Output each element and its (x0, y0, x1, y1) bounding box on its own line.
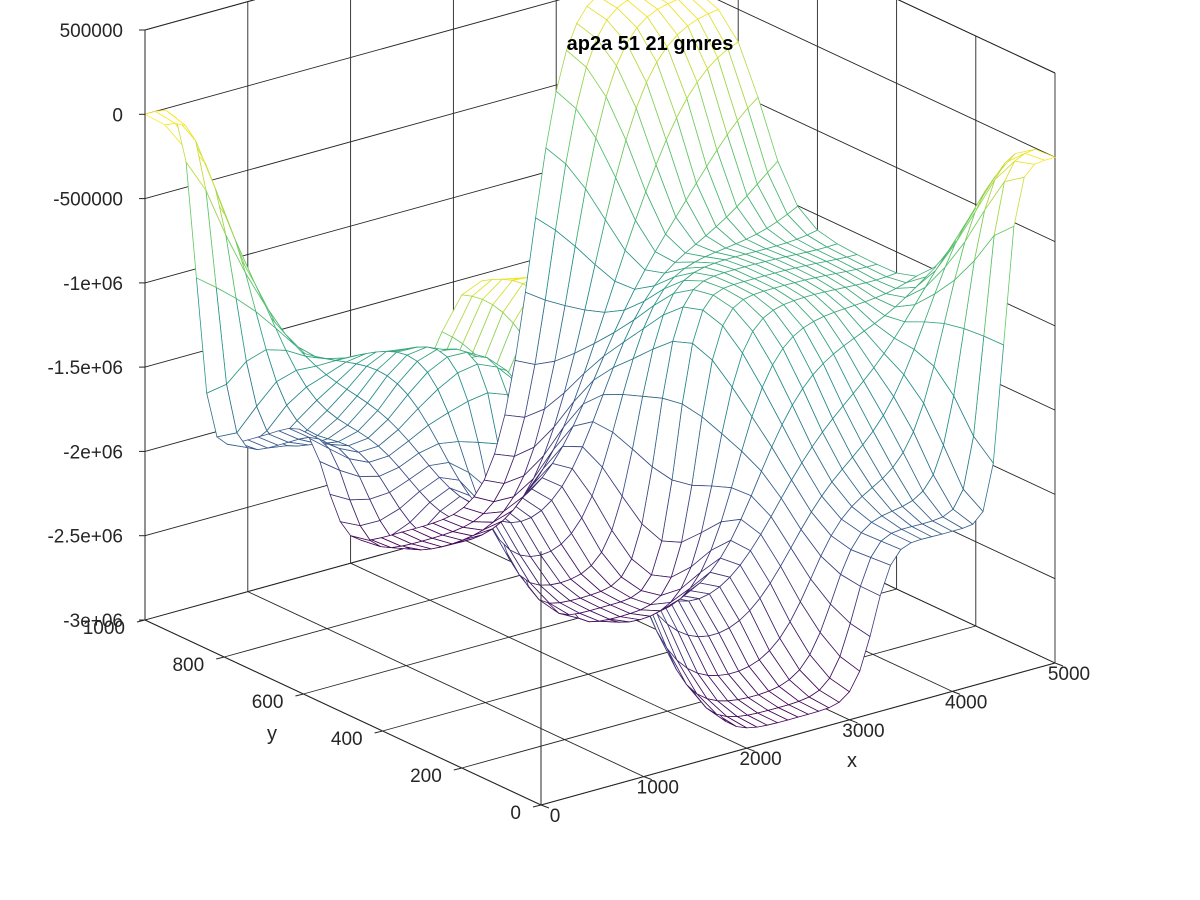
y-axis-label: y (267, 723, 277, 745)
y-tick-label: 0 (510, 803, 521, 824)
y-tick-mark (532, 804, 542, 808)
y-tick-mark (374, 730, 383, 734)
y-tick-mark (453, 767, 462, 771)
axis-lines (144, 0, 1056, 806)
y-axis-line (144, 619, 542, 806)
box-top-side-edge (897, 0, 1056, 74)
z-tick-label: -1.5e+06 (47, 358, 123, 379)
y-tick-label: 1000 (83, 618, 125, 639)
y-tick-mark (216, 656, 225, 660)
z-tick-label: 0 (112, 105, 123, 126)
x-tick-mark (540, 804, 550, 809)
z-grid-line-back (144, 0, 561, 115)
mesh-cell (143, 111, 177, 126)
x-tick-label: 3000 (842, 721, 884, 742)
z-tick-label: 500000 (60, 21, 123, 42)
z-tick-label: -1e+06 (63, 274, 123, 295)
mesh-cell (603, 0, 629, 9)
x-tick-label: 0 (550, 806, 561, 827)
x-tick-label: 4000 (945, 692, 987, 713)
x-axis-line (540, 662, 1056, 806)
x-grid-line-floor (247, 591, 644, 778)
x-tick-mark (643, 776, 652, 781)
y-tick-label: 600 (252, 692, 284, 713)
chart-title: ap2a 51 21 gmres (567, 33, 734, 55)
x-tick-label: 2000 (739, 749, 781, 770)
x-tick-mark (1054, 662, 1064, 667)
x-tick-mark (849, 719, 858, 724)
x-tick-mark (746, 747, 755, 752)
z-tick-label: -2e+06 (63, 442, 123, 463)
surface-mesh (143, 0, 1057, 729)
z-tick-label: -3e+06 (63, 611, 123, 632)
x-tick-mark (952, 690, 961, 695)
box-top-back-edge (144, 0, 256, 31)
z-grid-line-side (717, 0, 1056, 158)
z-tick-label: -2.5e+06 (47, 527, 123, 548)
tick-labels: 01000200030004000500002004006008001000-3… (47, 21, 1090, 827)
x-axis-label: x (847, 750, 857, 772)
mesh-cell (661, 0, 678, 5)
z-tick-label: -500000 (53, 190, 123, 211)
x-tick-label: 1000 (637, 778, 679, 799)
y-tick-label: 200 (410, 766, 442, 787)
x-grid-line-floor (350, 562, 747, 749)
x-tick-label: 5000 (1048, 664, 1090, 685)
y-tick-mark (295, 693, 304, 697)
mesh-cell (644, 0, 669, 10)
y-tick-label: 800 (172, 655, 204, 676)
y-tick-label: 400 (331, 729, 363, 750)
